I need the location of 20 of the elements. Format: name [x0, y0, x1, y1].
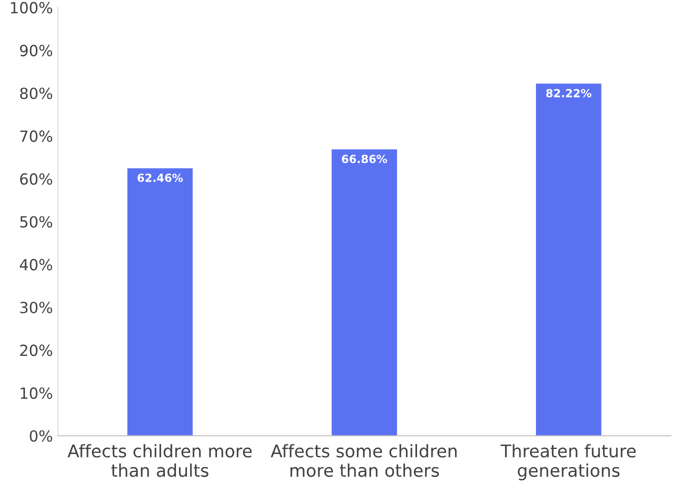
data-label: 62.46%: [138, 174, 183, 182]
y-tick-label: 60%: [20, 173, 52, 185]
x-tick-label: Threaten future generations: [500, 444, 636, 480]
bar: [127, 168, 193, 436]
y-tick-label: 0%: [30, 430, 52, 442]
x-tick-label: Affects children more than adults: [68, 444, 252, 477]
y-tick-label: 100%: [11, 2, 52, 14]
y-tick-label: 20%: [20, 344, 52, 356]
y-tick-label: 90%: [20, 44, 52, 56]
bar: [536, 84, 602, 436]
y-tick-label: 50%: [20, 216, 52, 228]
data-label: 82.22%: [546, 88, 592, 98]
y-tick-label: 80%: [20, 88, 52, 100]
data-label: 66.86%: [342, 154, 388, 164]
y-tick-label: 10%: [20, 387, 52, 399]
bar: [332, 149, 398, 436]
y-tick-label: 40%: [20, 258, 52, 270]
x-tick-label: Affects some children more than others: [270, 444, 457, 477]
y-tick-label: 30%: [20, 302, 52, 314]
y-tick-label: 70%: [20, 130, 52, 142]
